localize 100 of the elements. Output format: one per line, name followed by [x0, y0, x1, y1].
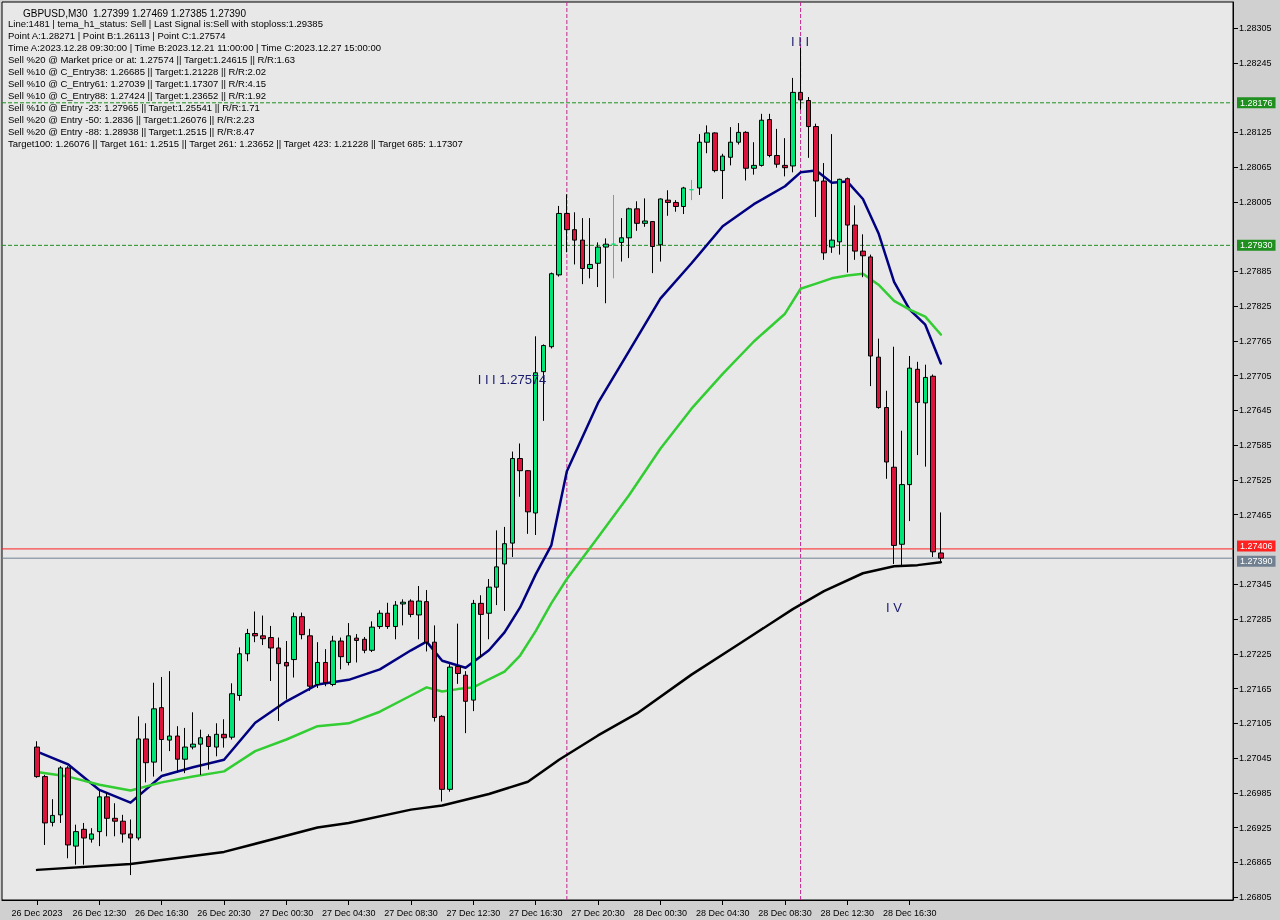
candlestick: [876, 338, 881, 410]
candlestick: [587, 217, 593, 279]
candlestick: [42, 774, 48, 846]
candlestick: [81, 822, 87, 866]
candlestick: [907, 355, 912, 522]
candlestick: [759, 113, 764, 168]
candlestick: [237, 646, 242, 702]
candlestick: [845, 177, 850, 274]
candlestick: [502, 526, 507, 612]
candlestick: [65, 765, 71, 859]
candlestick: [549, 272, 554, 349]
candlestick: [774, 128, 780, 169]
candlestick: [447, 663, 453, 793]
candlestick: [50, 798, 55, 827]
y-tick-label: 1.27165: [1239, 683, 1272, 694]
candlestick: [377, 609, 383, 630]
candlestick: [736, 122, 741, 146]
candlestick: [930, 374, 936, 558]
candlestick: [167, 670, 172, 752]
candlestick: [338, 637, 344, 670]
candlestick: [455, 623, 461, 685]
candlestick: [603, 237, 609, 304]
x-tick-label: 26 Dec 12:30: [72, 907, 127, 918]
candlestick: [362, 636, 367, 654]
y-tick-label: 1.27885: [1239, 266, 1272, 277]
candlestick: [252, 610, 258, 643]
x-tick-label: 28 Dec 12:30: [820, 907, 875, 918]
y-tick-label: 1.27525: [1239, 474, 1272, 485]
candlestick: [315, 641, 320, 689]
candlestick: [681, 186, 686, 215]
y-tick-label: 1.28005: [1239, 196, 1272, 207]
candlestick: [728, 126, 733, 166]
x-tick-label: 28 Dec 00:30: [633, 907, 688, 918]
candlestick: [354, 633, 359, 663]
candlestick: [260, 615, 266, 646]
candlestick: [198, 729, 203, 776]
candlestick: [626, 207, 632, 259]
x-tick-label: 28 Dec 16:30: [882, 907, 937, 918]
y-tick-label: 1.27765: [1239, 335, 1272, 346]
x-tick-label: 27 Dec 20:30: [571, 907, 625, 918]
y-tick-label: 1.26925: [1239, 822, 1272, 833]
candlestick: [704, 124, 710, 154]
candlestick: [268, 625, 274, 682]
candlestick: [175, 725, 180, 774]
ref-line-label: 1.28176: [1240, 97, 1273, 108]
candlestick: [478, 594, 484, 658]
candlestick: [665, 189, 671, 217]
candlestick: [884, 390, 889, 480]
candlestick: [151, 682, 157, 778]
y-tick-label: 1.27585: [1239, 440, 1272, 451]
x-tick-label: 27 Dec 08:30: [384, 907, 438, 918]
annotation: I V: [886, 599, 903, 615]
candlestick: [712, 131, 718, 173]
candlestick: [642, 197, 648, 228]
y-tick-label: 1.28245: [1239, 57, 1272, 68]
candlestick: [486, 578, 492, 640]
candlestick: [564, 193, 570, 253]
y-tick-label: 1.27285: [1239, 614, 1272, 625]
candlestick: [439, 714, 445, 803]
candlestick: [798, 47, 803, 111]
candlestick: [221, 718, 227, 749]
candlestick: [120, 814, 126, 844]
y-tick-label: 1.27705: [1239, 370, 1272, 381]
candlestick: [330, 635, 336, 687]
candlestick: [323, 648, 328, 687]
candlestick: [408, 598, 414, 618]
candlestick: [556, 205, 562, 278]
candlestick: [510, 451, 515, 558]
candlestick: [580, 217, 585, 285]
x-tick-label: 26 Dec 16:30: [134, 907, 189, 918]
x-tick-label: 28 Dec 08:30: [758, 907, 812, 918]
candlestick: [790, 77, 796, 173]
y-tick-label: 1.28125: [1239, 127, 1272, 138]
candlestick: [751, 141, 757, 176]
x-tick-label: 27 Dec 12:30: [446, 907, 501, 918]
candlestick: [291, 612, 297, 679]
candlestick: [782, 137, 788, 177]
candlestick: [915, 361, 920, 456]
candlestick: [432, 624, 437, 723]
candlestick: [837, 178, 842, 256]
candlestick: [463, 670, 468, 734]
y-tick-label: 1.26865: [1239, 857, 1272, 868]
x-tick-label: 26 Dec 2023: [11, 907, 63, 918]
x-tick-label: 27 Dec 00:30: [259, 907, 314, 918]
candlestick: [923, 364, 928, 468]
y-tick-label: 1.27465: [1239, 509, 1272, 520]
y-tick-label: 1.27225: [1239, 648, 1272, 659]
x-tick-label: 28 Dec 04:30: [695, 907, 750, 918]
ref-line-label: 1.27406: [1240, 540, 1273, 551]
ref-line-label: 1.27390: [1240, 556, 1273, 567]
candlestick: [369, 620, 375, 653]
candlestick: [416, 585, 422, 640]
candlestick: [34, 740, 40, 779]
candlestick: [611, 194, 616, 279]
text: GBPUSD,M30 1.27399 1.27469 1.27385 1.27390: [23, 7, 247, 19]
candlestick: [619, 217, 624, 263]
candlestick: [393, 600, 398, 640]
candlestick: [471, 599, 476, 712]
candlestick: [860, 233, 866, 278]
candlestick: [806, 96, 811, 159]
